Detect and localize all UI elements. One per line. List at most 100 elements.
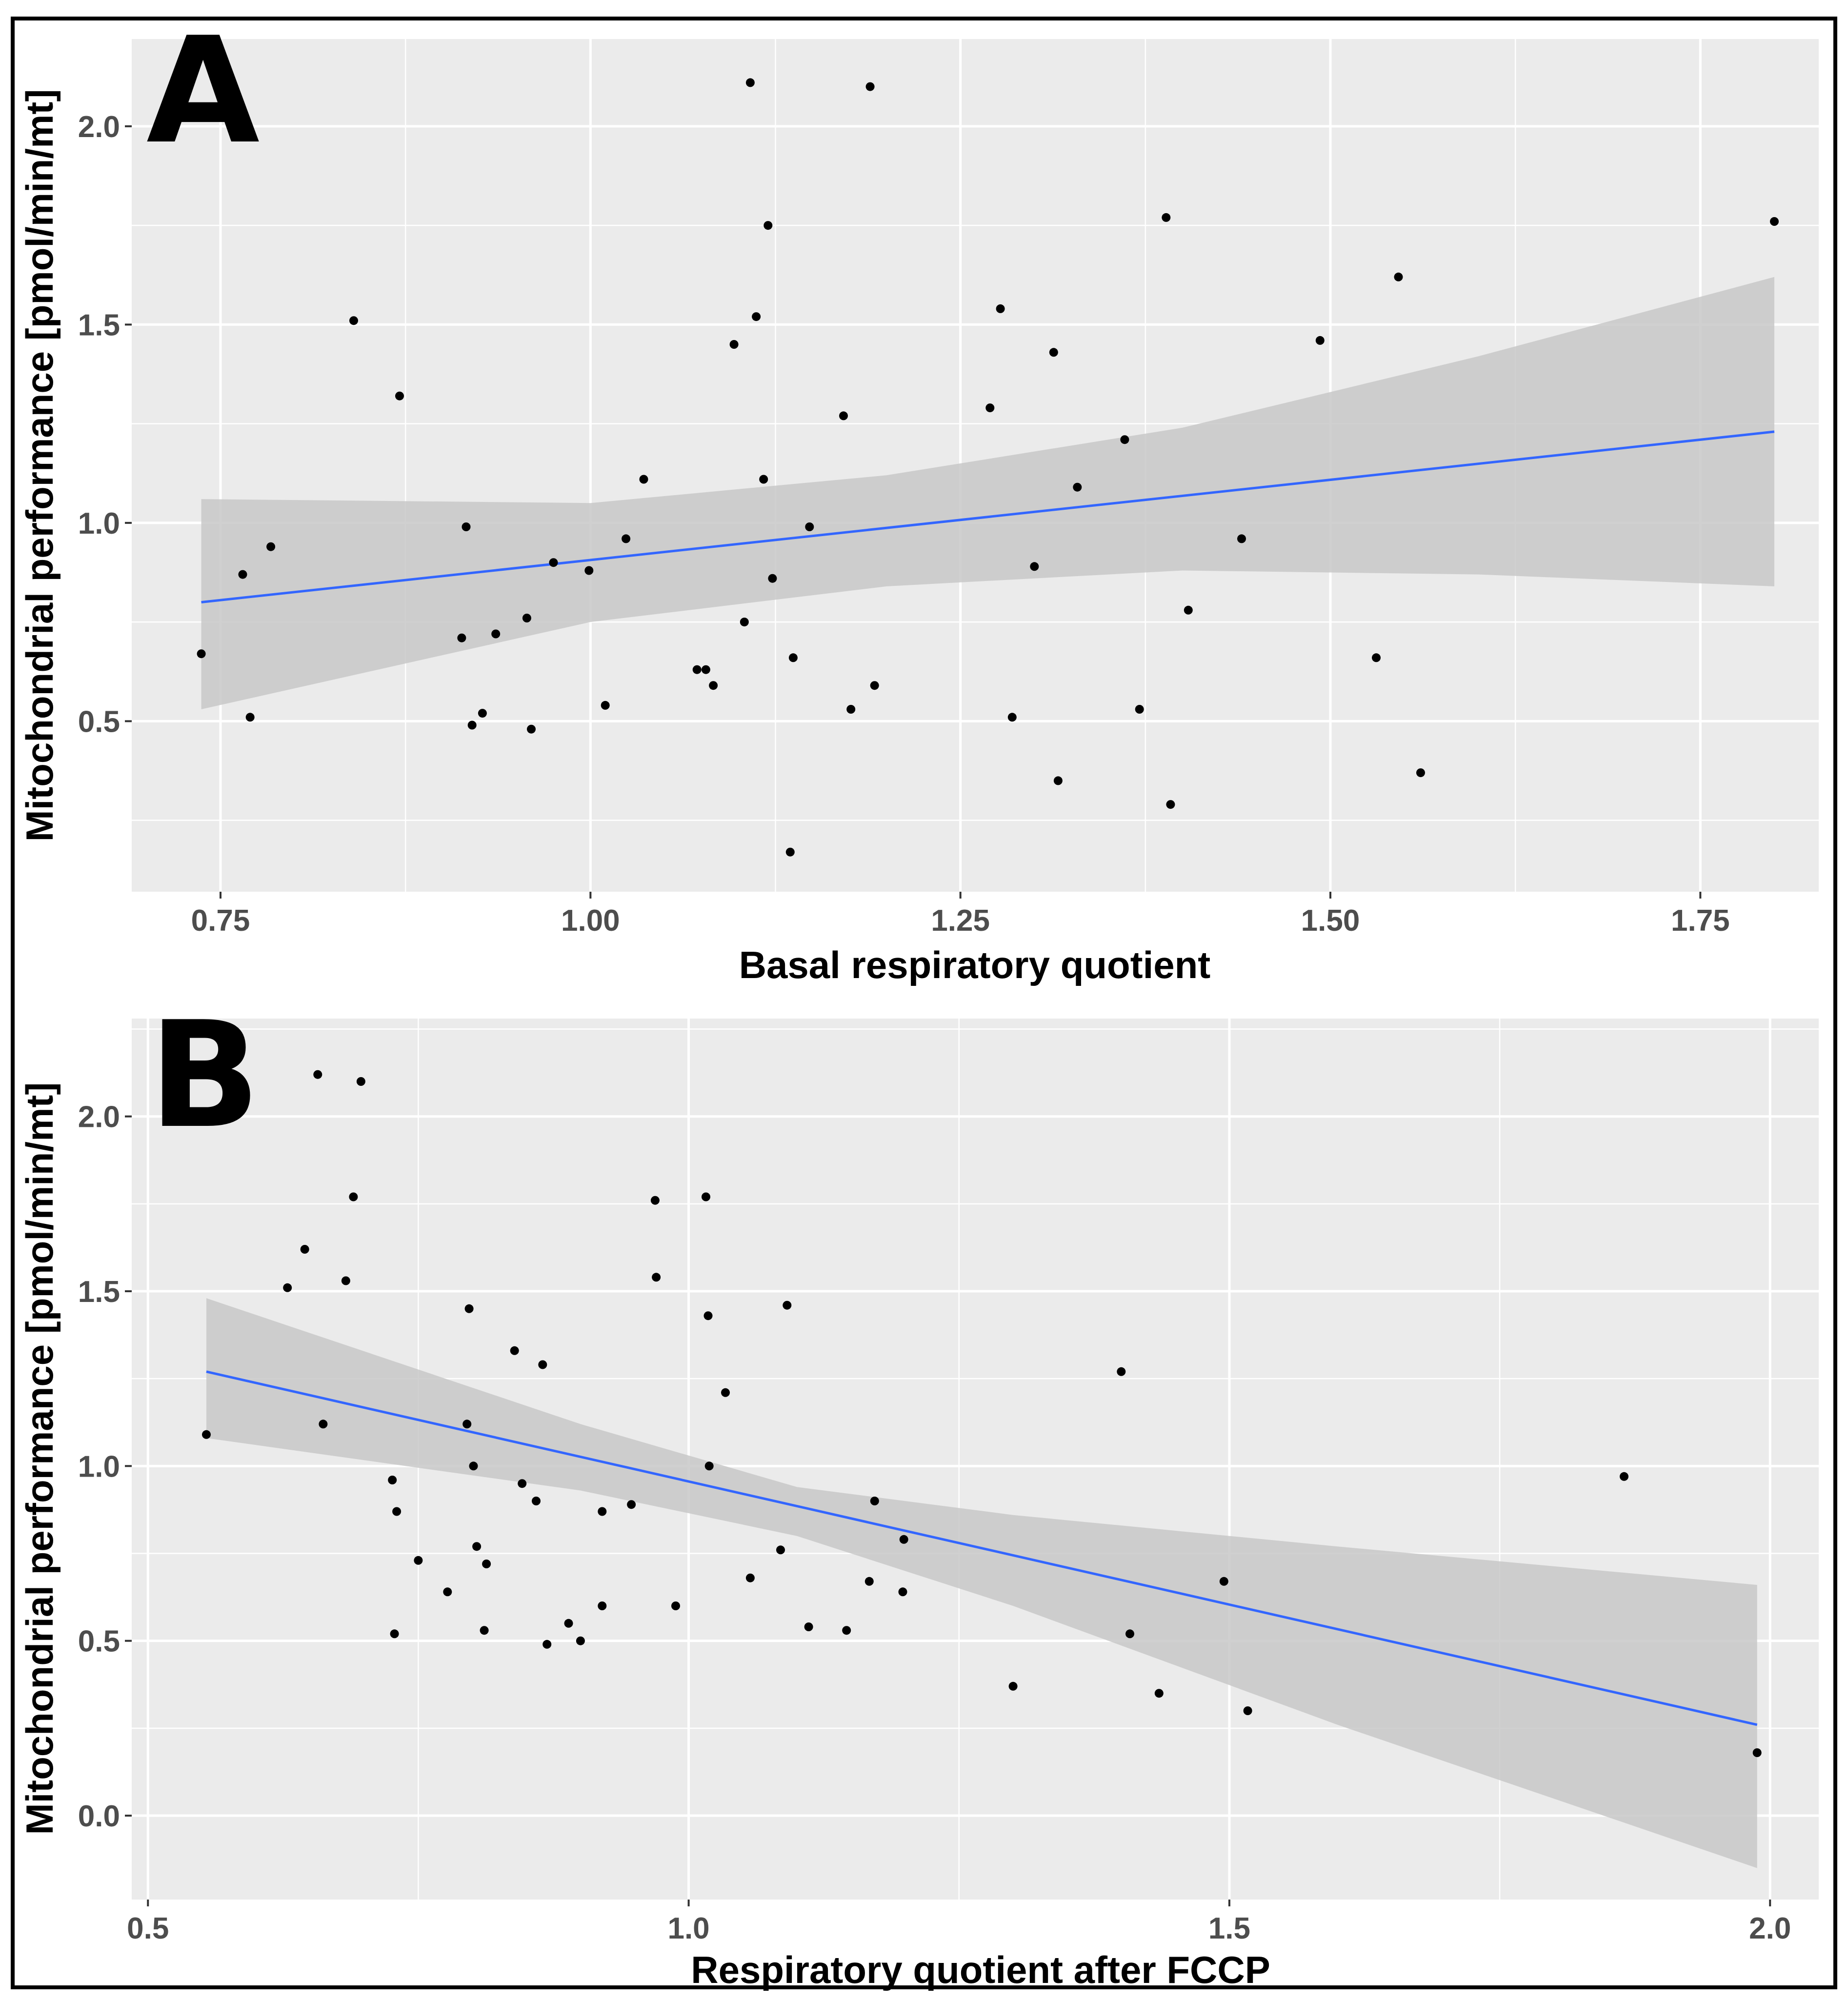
panel-a-data-point [1053, 776, 1063, 785]
panel-b-data-point [703, 1311, 713, 1321]
panel-b-y-axis-title: Mitochondrial performance [pmol/min/mt] [18, 1082, 61, 1835]
panel-b-y-tick-label: 0.0 [78, 1800, 120, 1833]
panel-a-confidence-band-group [201, 277, 1774, 709]
panel-b-fit-line-group [206, 1370, 1758, 1726]
panel-a-data-point [709, 681, 718, 690]
panel-b-data-point [1117, 1367, 1126, 1376]
panel-a-data-point [768, 574, 777, 583]
panel-a-data-point [462, 522, 471, 531]
panel-a-data-point [805, 522, 814, 531]
panel-a-data-point [467, 720, 477, 730]
panel-b-data-point [341, 1276, 350, 1285]
panel-b-data-point [1243, 1706, 1252, 1715]
panel-a-data-point [692, 665, 702, 674]
panel-b-points [202, 1070, 1762, 1757]
panel-b-y-tick-label: 0.5 [78, 1625, 120, 1659]
panel-b-data-point [576, 1636, 585, 1645]
panel-a-data-point [395, 391, 404, 400]
panel-b-data-point [564, 1619, 573, 1628]
panel-a-y-tick-label: 1.5 [78, 308, 120, 342]
panel-b-data-point [702, 1192, 710, 1201]
panel-b-data-point [349, 1192, 358, 1201]
panel-b: 0.5 1.0 1.5 2.0 0.0 0.5 1.0 1.5 2.0 B Respirator… [18, 990, 1819, 1991]
panel-a-y-tick-label: 1.0 [78, 507, 120, 540]
panel-a-data-point [729, 340, 739, 349]
panel-a-data-point [266, 542, 276, 551]
panel-a-x-tick-label: 1.75 [1671, 904, 1730, 938]
panel-b-data-point [392, 1507, 402, 1516]
panel-b-data-point [542, 1640, 552, 1649]
panel-b-data-point [482, 1560, 491, 1568]
panel-b-data-point [300, 1245, 309, 1254]
panel-a-points [197, 78, 1779, 857]
panel-a-x-tick-label: 1.25 [931, 904, 990, 938]
panel-b-data-point [518, 1479, 527, 1488]
panel-a-data-point [1372, 653, 1381, 662]
panel-b-y-tick-label: 1.0 [78, 1450, 120, 1483]
panel-a-data-point [622, 534, 631, 543]
panel-b-data-point [652, 1273, 661, 1282]
panel-b-confidence-band [206, 1298, 1757, 1868]
panel-b-y-tick-label: 2.0 [78, 1101, 120, 1134]
panel-a-data-point [1184, 605, 1193, 615]
panel-a-data-point [1162, 213, 1171, 222]
panel-a-data-point [701, 665, 710, 674]
panel-a-data-point [238, 570, 247, 579]
panel-a-fit-line-group [201, 430, 1775, 603]
panel-b-data-point [598, 1507, 607, 1516]
panel-a-data-point [549, 558, 558, 567]
panel-a-data-point [752, 312, 761, 321]
panel-b-data-point [462, 1420, 472, 1429]
panel-b-data-point [388, 1476, 397, 1484]
panel-a-confidence-band [201, 277, 1774, 709]
panel-a: 0.75 1.00 1.25 1.50 1.75 0.5 1.0 1.5 2.0 A Basal… [18, 6, 1819, 986]
panel-b-confidence-band-group [206, 1298, 1757, 1868]
panel-b-data-point [898, 1587, 907, 1597]
panel-a-data-point [1120, 435, 1129, 444]
panel-b-data-point [469, 1461, 478, 1471]
panel-b-data-point [1620, 1472, 1628, 1481]
panel-b-data-point [745, 1573, 755, 1582]
panel-b-y-tick-label: 1.5 [78, 1275, 120, 1309]
panel-b-data-point [899, 1535, 908, 1544]
panel-b-data-point [319, 1420, 328, 1429]
panel-b-data-point [1219, 1577, 1228, 1586]
panel-b-x-axis-title: Respiratory quotient after FCCP [691, 1948, 1270, 1991]
panel-a-data-point [349, 316, 358, 325]
panel-b-data-point [671, 1601, 680, 1610]
panel-b-data-point [510, 1346, 519, 1355]
panel-a-data-point [1030, 562, 1039, 571]
panel-b-regression-line [206, 1370, 1758, 1726]
panel-a-data-point [601, 700, 610, 710]
panel-b-data-point [202, 1430, 211, 1439]
panel-a-x-tick-label: 0.75 [191, 904, 250, 938]
panel-b-data-point [1008, 1681, 1018, 1691]
panel-b-data-point [390, 1629, 399, 1639]
panel-a-data-point [785, 847, 795, 857]
panel-b-data-point [414, 1556, 423, 1565]
panel-a-data-point [491, 629, 501, 639]
panel-a-data-point [759, 475, 768, 484]
panel-a-y-axis-title: Mitochondrial performance [pmol/min/mt] [18, 89, 61, 842]
panel-b-data-point [870, 1497, 879, 1505]
panel-a-regression-line [201, 430, 1775, 603]
panel-b-x-tick-label: 1.0 [667, 1912, 709, 1945]
panel-a-data-point [763, 221, 773, 230]
panel-a-data-point [996, 304, 1005, 313]
panel-b-data-point [650, 1196, 660, 1205]
panel-b-data-point [776, 1545, 785, 1555]
panel-a-data-point [1007, 713, 1017, 722]
panel-b-data-point [464, 1304, 474, 1313]
panel-b-data-point [842, 1626, 851, 1635]
panel-a-data-point [1166, 800, 1175, 809]
panel-a-data-point [788, 653, 798, 662]
panel-b-data-point [532, 1497, 541, 1505]
panel-b-data-point [538, 1360, 547, 1369]
panel-b-data-point [783, 1301, 792, 1310]
panel-a-data-point [522, 614, 531, 622]
panel-a-data-point [639, 475, 648, 484]
panel-b-data-point [627, 1500, 636, 1509]
panel-a-data-point [1315, 336, 1325, 345]
panel-a-data-point [584, 566, 594, 575]
